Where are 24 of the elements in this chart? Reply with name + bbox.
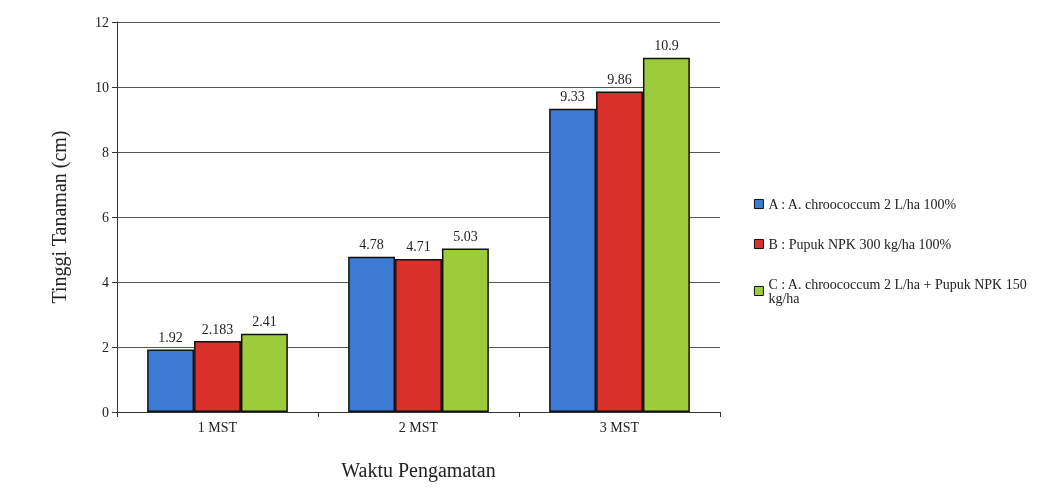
data-label: 4.78: [359, 237, 384, 253]
y-tick-label: 2: [102, 339, 109, 355]
legend-label: B : Pupuk NPK 300 kg/ha 100%: [768, 236, 952, 252]
y-tick-label: 10: [95, 79, 109, 95]
y-tick-label: 6: [102, 209, 109, 225]
y-axis-title: Tinggi Tanaman (cm): [48, 130, 71, 304]
data-label: 1.92: [158, 330, 183, 346]
x-tick-label: 1 MST: [197, 419, 238, 435]
data-label: 2.183: [201, 321, 234, 337]
data-label: 9.33: [560, 89, 585, 105]
x-tick-label: 3 MST: [599, 419, 640, 435]
data-label: 4.71: [406, 239, 431, 255]
legend-label: C : A. chroococcum 2 L/ha + Pupuk NPK 150 kg/ha: [768, 276, 1031, 306]
x-axis-title: Waktu Pengamatan: [341, 459, 496, 482]
data-label: 9.86: [607, 72, 632, 88]
data-label: 5.03: [453, 229, 478, 245]
data-label: 10.9: [654, 38, 679, 54]
data-label: 2.41: [252, 314, 277, 330]
y-tick-label: 4: [102, 274, 109, 290]
y-tick-label: 12: [95, 14, 109, 30]
y-tick-label: 8: [102, 144, 109, 160]
x-tick-label: 2 MST: [398, 419, 439, 435]
y-tick-label: 0: [102, 404, 109, 420]
legend-label: A : A. chroococcum 2 L/ha 100%: [768, 196, 957, 212]
